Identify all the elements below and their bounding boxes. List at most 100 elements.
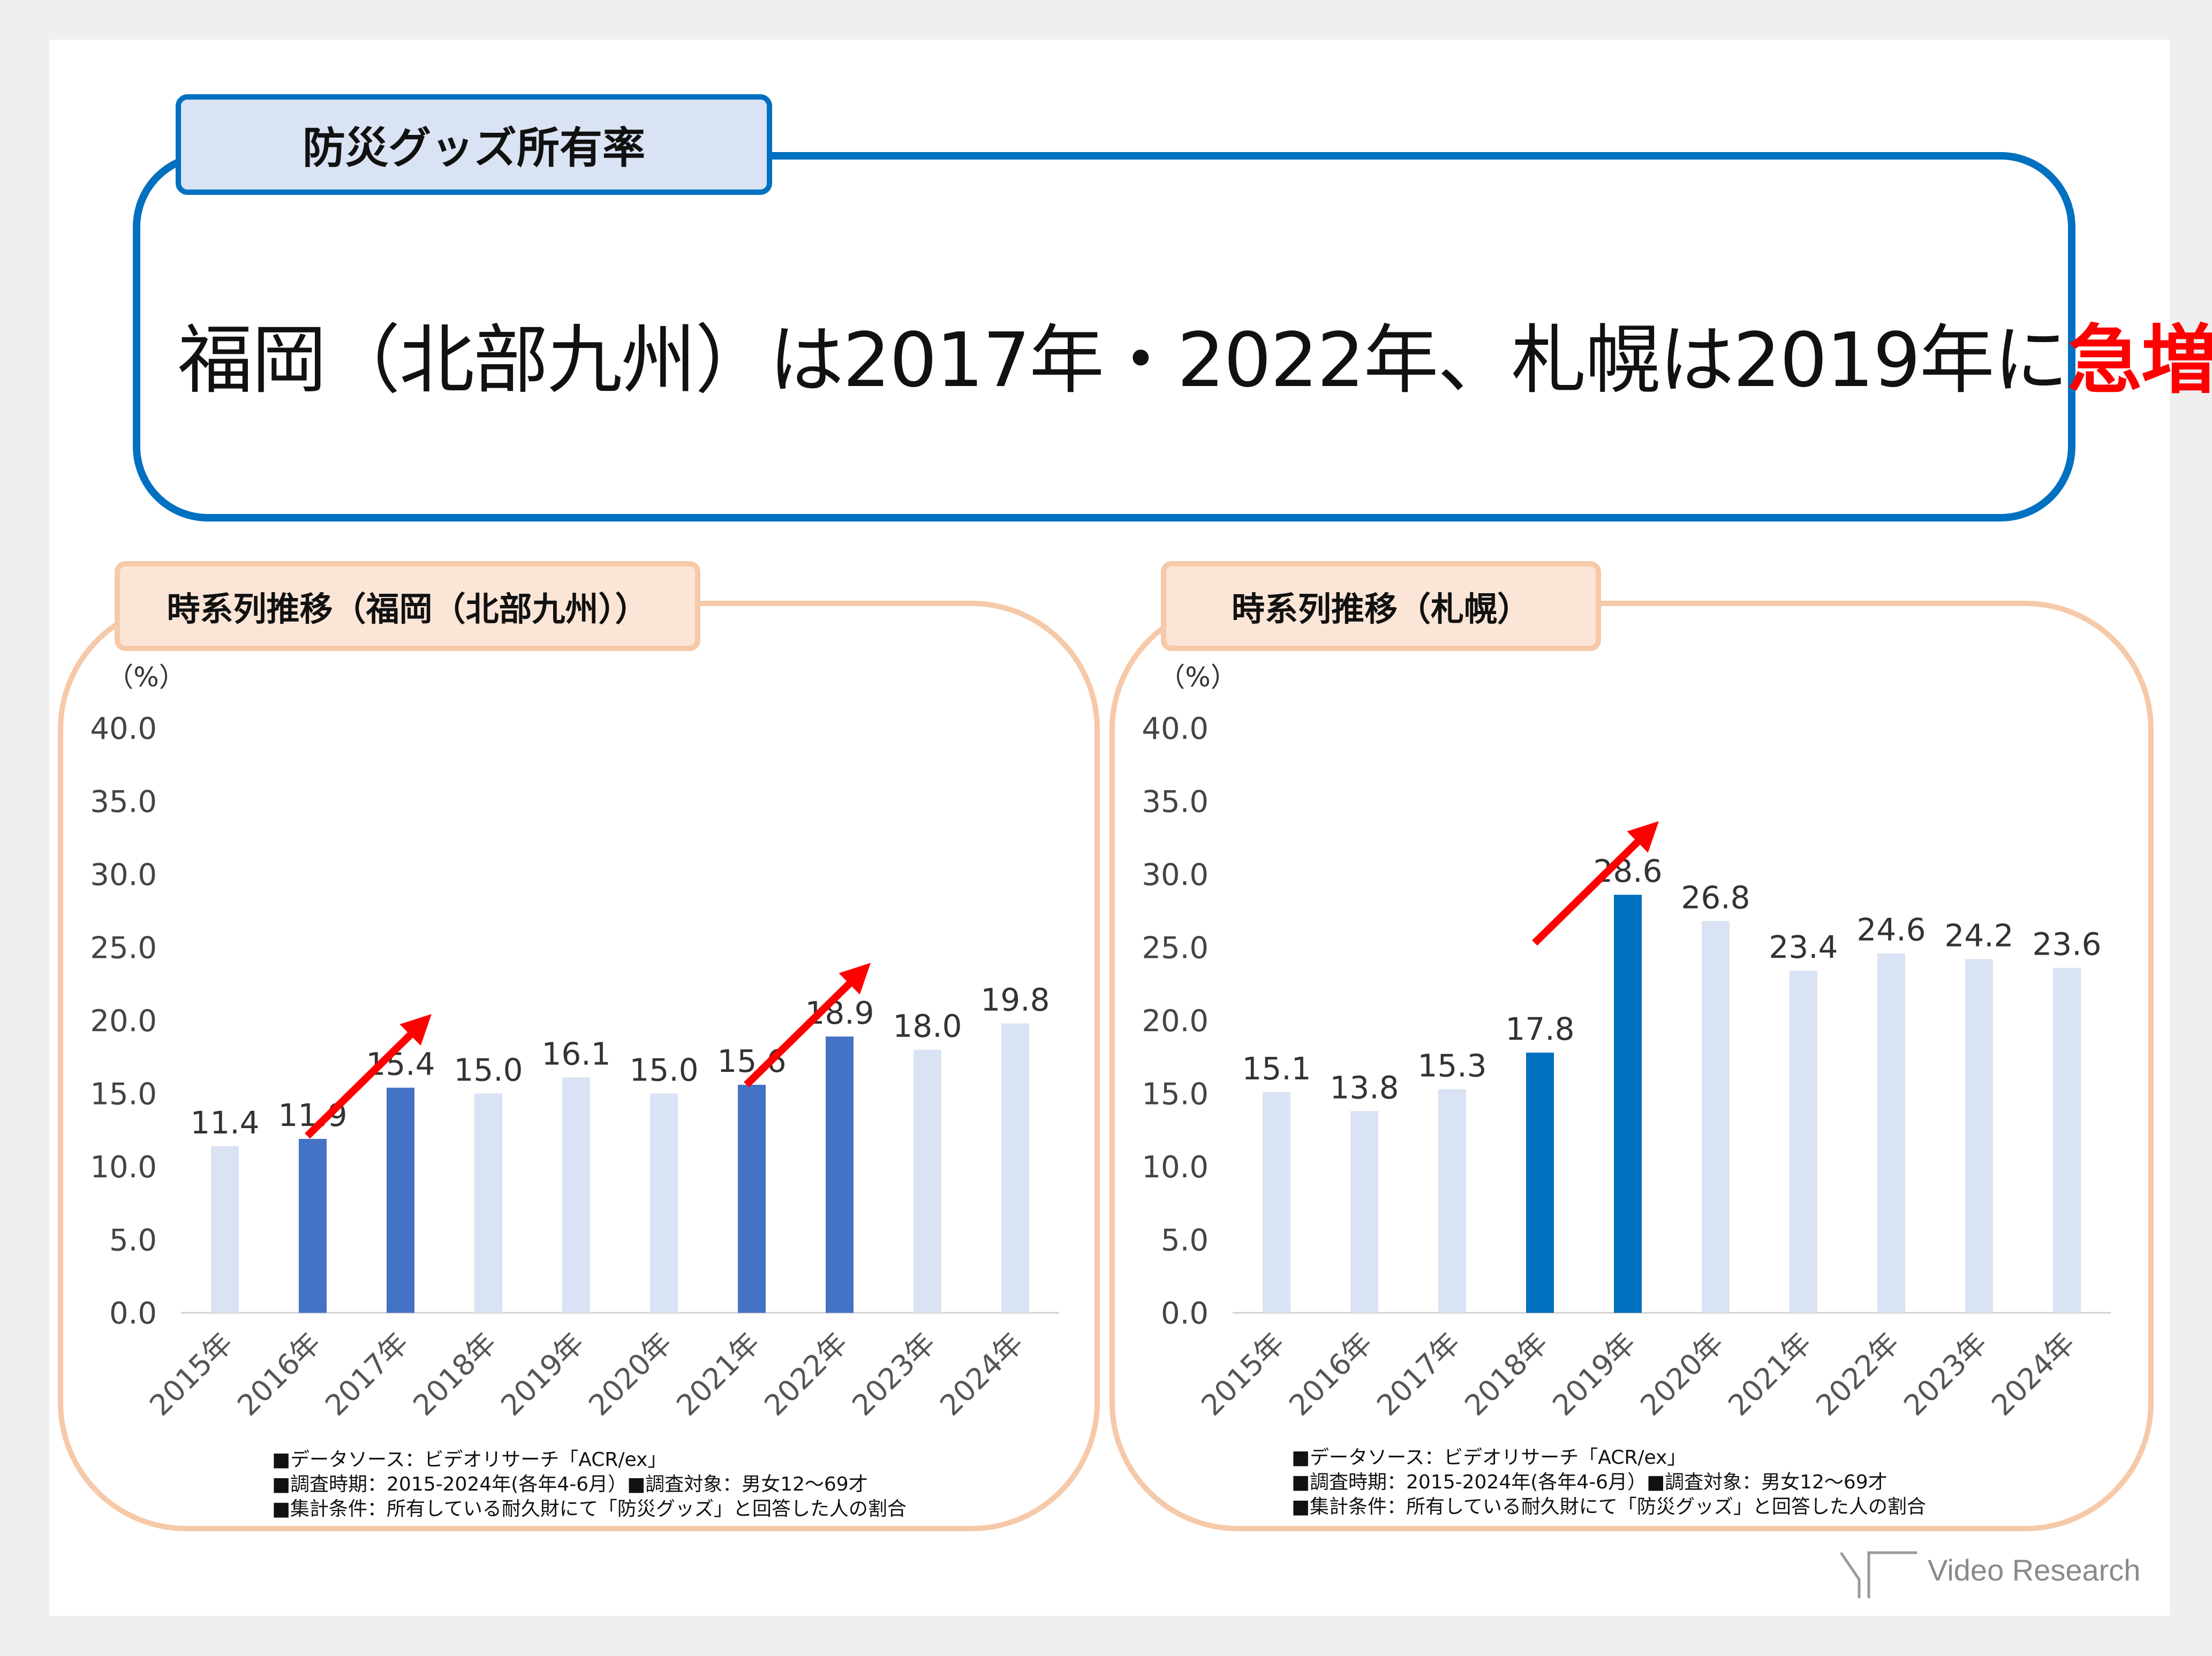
x-tick-label: 2023年 (1897, 1326, 1994, 1423)
bar-2016年 (299, 1139, 327, 1313)
y-tick-label: 35.0 (1142, 785, 1209, 820)
headline: 福岡（北部九州）は2017年・2022年、札幌は2019年に急増 (133, 300, 2212, 408)
x-tick-label: 2020年 (582, 1326, 678, 1423)
y-tick-label: 10.0 (1142, 1150, 1209, 1185)
data-label: 15.0 (629, 1052, 698, 1088)
y-tick-label: 5.0 (1161, 1223, 1209, 1258)
bar-2020年 (650, 1093, 678, 1313)
chart-title-fukuoka: 時系列推移（福岡（北部九州）） (167, 589, 648, 629)
x-tick-label: 2017年 (319, 1326, 415, 1423)
data-label: 15.3 (1417, 1047, 1486, 1084)
y-tick-label: 25.0 (90, 931, 157, 966)
y-axis-unit-label: （%） (107, 662, 186, 693)
chart-title-sapporo: 時系列推移（札幌） (1231, 589, 1530, 629)
x-tick-label: 2024年 (1985, 1326, 2081, 1423)
logo-text: Video Research (1928, 1553, 2141, 1587)
notes-fukuoka: ■データソース：ビデオリサーチ「ACR/ex」 ■調査時期：2015-2024年… (272, 1448, 907, 1522)
x-tick-label: 2021年 (1722, 1326, 1818, 1423)
note-condition: ■集計条件：所有している耐久財にて「防災グッズ」と回答した人の割合 (1292, 1496, 1926, 1518)
note-data-source: ■データソース：ビデオリサーチ「ACR/ex」 (1292, 1447, 1687, 1469)
x-tick-label: 2022年 (1809, 1326, 1906, 1423)
bar-2019年 (562, 1077, 590, 1313)
y-tick-label: 0.0 (1161, 1296, 1209, 1331)
bar-2015年 (211, 1146, 239, 1313)
bar-2021年 (1790, 971, 1817, 1313)
data-label: 15.6 (717, 1043, 786, 1079)
bar-2015年 (1263, 1092, 1290, 1313)
headline-tab-label: 防災グッズ所有率 (303, 123, 645, 173)
data-label: 16.1 (541, 1035, 610, 1072)
bar-2020年 (1702, 921, 1730, 1313)
bar-2022年 (826, 1037, 854, 1313)
bar-2021年 (738, 1085, 766, 1313)
x-tick-label: 2018年 (406, 1326, 503, 1423)
notes-sapporo: ■データソース：ビデオリサーチ「ACR/ex」 ■調査時期：2015-2024年… (1292, 1446, 1926, 1519)
data-label: 15.1 (1242, 1050, 1311, 1087)
data-label: 19.8 (980, 981, 1050, 1018)
y-tick-label: 35.0 (90, 785, 157, 820)
data-label: 23.4 (1769, 929, 1838, 965)
note-condition: ■集計条件：所有している耐久財にて「防災グッズ」と回答した人の割合 (272, 1498, 907, 1520)
x-tick-label: 2020年 (1634, 1326, 1730, 1423)
y-tick-label: 30.0 (1142, 858, 1209, 893)
x-tick-label: 2017年 (1370, 1326, 1467, 1423)
data-label: 13.8 (1330, 1069, 1399, 1106)
bar-2018年 (474, 1093, 502, 1313)
x-tick-label: 2023年 (845, 1326, 942, 1423)
data-label: 24.6 (1856, 911, 1926, 948)
y-tick-label: 40.0 (90, 712, 157, 746)
x-tick-label: 2022年 (758, 1326, 854, 1423)
bar-chart-fukuoka: （%） 0.0 5.0 10.0 15.0 20.0 25.0 30.0 35.0 40.0 11.… (90, 662, 1059, 1423)
y-tick-label: 20.0 (1142, 1004, 1209, 1039)
y-tick-label: 15.0 (90, 1077, 157, 1112)
data-label: 15.0 (454, 1052, 523, 1088)
x-tick-label: 2015年 (143, 1326, 239, 1423)
bar-2016年 (1350, 1111, 1378, 1313)
video-research-logo-icon (1839, 1551, 1917, 1598)
y-tick-label: 10.0 (90, 1150, 157, 1185)
note-data-source: ■データソース：ビデオリサーチ「ACR/ex」 (272, 1449, 667, 1471)
data-label: 23.6 (2032, 926, 2101, 963)
x-tick-label: 2019年 (1546, 1326, 1642, 1423)
data-label: 24.2 (1944, 917, 2013, 954)
bar-2023年 (914, 1049, 941, 1313)
y-tick-label: 40.0 (1142, 712, 1209, 746)
headline-text: 福岡（北部九州）は2017年・2022年、札幌は2019年に (178, 317, 2068, 404)
note-survey-period: ■調査時期：2015-2024年(各年4-6月）■調査対象：男女12～69才 (272, 1473, 868, 1495)
y-axis-unit-label: （%） (1158, 662, 1237, 693)
bar-2022年 (1877, 953, 1905, 1313)
headline-tab: 防災グッズ所有率 (176, 94, 772, 195)
y-tick-label: 5.0 (109, 1223, 157, 1258)
data-label: 17.8 (1505, 1011, 1574, 1047)
x-tick-label: 2021年 (670, 1326, 766, 1423)
y-tick-label: 20.0 (90, 1004, 157, 1039)
bar-2024年 (2053, 967, 2081, 1313)
trend-arrow (305, 1014, 432, 1139)
trend-arrow (1532, 821, 1659, 946)
bar-2023年 (1965, 959, 1993, 1313)
x-tick-label: 2024年 (933, 1326, 1030, 1423)
bar-2019年 (1614, 895, 1642, 1313)
y-tick-label: 0.0 (109, 1296, 157, 1331)
y-tick-label: 15.0 (1142, 1077, 1209, 1112)
note-survey-period: ■調査時期：2015-2024年(各年4-6月）■調査対象：男女12～69才 (1292, 1471, 1888, 1493)
y-tick-label: 25.0 (1142, 931, 1209, 966)
y-tick-label: 30.0 (90, 858, 157, 893)
chart-title-tab-sapporo: 時系列推移（札幌） (1161, 561, 1601, 651)
bar-2018年 (1526, 1053, 1554, 1313)
headline-highlight: 急増 (2067, 317, 2212, 404)
headline-box (133, 152, 2075, 521)
data-label: 26.8 (1681, 879, 1750, 916)
x-tick-label: 2019年 (494, 1326, 591, 1423)
bar-2017年 (387, 1087, 414, 1313)
trend-arrow (744, 963, 871, 1088)
chart-title-tab-fukuoka: 時系列推移（福岡（北部九州）） (115, 561, 700, 651)
data-label: 11.4 (190, 1105, 259, 1141)
bar-chart-sapporo: （%） 0.0 5.0 10.0 15.0 20.0 25.0 30.0 35.0 40.0 15.… (1142, 662, 2111, 1423)
x-tick-label: 2016年 (231, 1326, 327, 1423)
x-tick-label: 2018年 (1458, 1326, 1554, 1423)
x-tick-label: 2016年 (1282, 1326, 1379, 1423)
x-tick-label: 2015年 (1195, 1326, 1291, 1423)
data-label: 18.0 (893, 1008, 962, 1045)
bar-2024年 (1001, 1023, 1029, 1313)
